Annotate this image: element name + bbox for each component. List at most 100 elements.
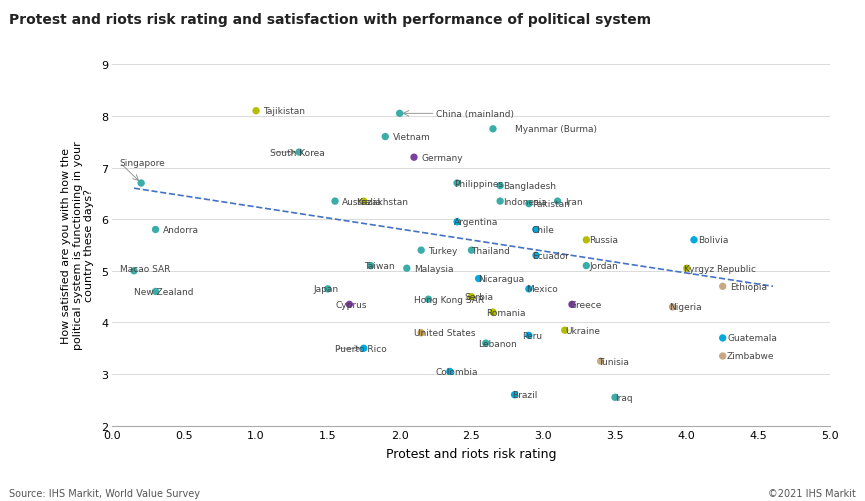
Text: Peru: Peru [522, 331, 541, 340]
Point [357, 345, 371, 353]
Text: Philippines: Philippines [454, 179, 503, 188]
X-axis label: Protest and riots risk rating: Protest and riots risk rating [386, 447, 557, 460]
Point [414, 246, 428, 255]
Point [471, 275, 485, 283]
Text: Russia: Russia [589, 236, 618, 245]
Point [493, 198, 507, 206]
Point [608, 393, 622, 401]
Text: Source: IHS Markit, World Value Survey: Source: IHS Markit, World Value Survey [9, 488, 200, 498]
Text: Romania: Romania [486, 308, 525, 317]
Text: Mexico: Mexico [526, 285, 558, 294]
Text: South Korea: South Korea [271, 148, 325, 157]
Text: Vietnam: Vietnam [393, 133, 430, 142]
Text: Germany: Germany [421, 153, 463, 162]
Point [127, 267, 141, 275]
Point [687, 236, 701, 244]
Text: Serbia: Serbia [465, 293, 493, 302]
Point [414, 329, 428, 337]
Text: Greece: Greece [569, 300, 601, 309]
Point [508, 391, 522, 399]
Text: Japan: Japan [313, 285, 338, 294]
Point [407, 154, 421, 162]
Point [529, 226, 543, 234]
Text: Nigeria: Nigeria [670, 303, 702, 312]
Point [558, 327, 572, 335]
Point [493, 182, 507, 190]
Point [551, 198, 565, 206]
Text: United States: United States [414, 329, 476, 338]
Point [450, 218, 464, 226]
Text: New Zealand: New Zealand [134, 288, 194, 297]
Point [421, 296, 435, 304]
Text: Brazil: Brazil [511, 390, 537, 399]
Point [443, 368, 457, 376]
Text: ©2021 IHS Markit: ©2021 IHS Markit [768, 488, 856, 498]
Text: Ukraine: Ukraine [565, 326, 599, 335]
Point [479, 339, 493, 347]
Point [522, 200, 535, 208]
Point [343, 301, 356, 309]
Point [134, 180, 148, 188]
Text: Ecuador: Ecuador [532, 252, 568, 261]
Point [486, 309, 500, 317]
Point [378, 133, 392, 141]
Point [400, 265, 413, 273]
Text: Jordan: Jordan [589, 262, 618, 271]
Text: Hong Kong SAR: Hong Kong SAR [414, 295, 484, 304]
Point [149, 226, 163, 234]
Point [580, 262, 593, 270]
Point [321, 285, 335, 293]
Text: Tunisia: Tunisia [598, 357, 629, 366]
Point [580, 236, 593, 244]
Text: Kyrgyz Republic: Kyrgyz Republic [684, 264, 756, 273]
Point [149, 288, 163, 296]
Point [716, 352, 730, 360]
Text: China (mainland): China (mainland) [435, 110, 514, 119]
Text: Protest and riots risk rating and satisfaction with performance of political sys: Protest and riots risk rating and satisf… [9, 13, 650, 27]
Text: Pakistan: Pakistan [532, 200, 570, 209]
Text: Malaysia: Malaysia [414, 264, 453, 273]
Point [565, 301, 579, 309]
Text: Cyprus: Cyprus [335, 300, 367, 309]
Text: Myanmar (Burma): Myanmar (Burma) [515, 125, 597, 134]
Text: Singapore: Singapore [119, 158, 165, 167]
Y-axis label: How satisfied are you with how the
political system is functioning in your
count: How satisfied are you with how the polit… [61, 141, 94, 350]
Point [486, 126, 500, 134]
Text: Iran: Iran [565, 197, 582, 206]
Text: Andorra: Andorra [163, 225, 199, 234]
Text: Bolivia: Bolivia [698, 236, 728, 245]
Text: Nicaragua: Nicaragua [478, 275, 525, 284]
Point [716, 283, 730, 291]
Text: Taiwan: Taiwan [364, 262, 394, 271]
Point [357, 198, 371, 206]
Text: Guatemala: Guatemala [727, 334, 777, 343]
Point [249, 108, 263, 116]
Text: Bangladesh: Bangladesh [503, 182, 556, 191]
Point [393, 110, 407, 118]
Text: Lebanon: Lebanon [478, 339, 517, 348]
Text: Chile: Chile [532, 225, 554, 234]
Point [450, 180, 464, 188]
Text: Ethiopia: Ethiopia [730, 282, 767, 291]
Text: Macao SAR: Macao SAR [119, 264, 170, 273]
Point [465, 293, 478, 301]
Point [529, 252, 543, 260]
Text: Zimbabwe: Zimbabwe [727, 352, 774, 361]
Point [716, 334, 730, 342]
Point [364, 262, 378, 270]
Point [665, 303, 679, 311]
Point [593, 357, 607, 365]
Text: Iraq: Iraq [615, 393, 632, 402]
Text: Puerto Rico: Puerto Rico [335, 344, 387, 353]
Text: Argentina: Argentina [454, 218, 498, 227]
Point [328, 198, 342, 206]
Text: Indonesia: Indonesia [503, 197, 547, 206]
Point [465, 246, 478, 255]
Text: Colombia: Colombia [435, 367, 478, 376]
Text: Turkey: Turkey [428, 246, 458, 255]
Text: Tajikistan: Tajikistan [263, 107, 305, 116]
Text: Australia: Australia [343, 197, 382, 206]
Point [522, 332, 535, 340]
Text: Thailand: Thailand [471, 246, 510, 255]
Point [292, 149, 306, 157]
